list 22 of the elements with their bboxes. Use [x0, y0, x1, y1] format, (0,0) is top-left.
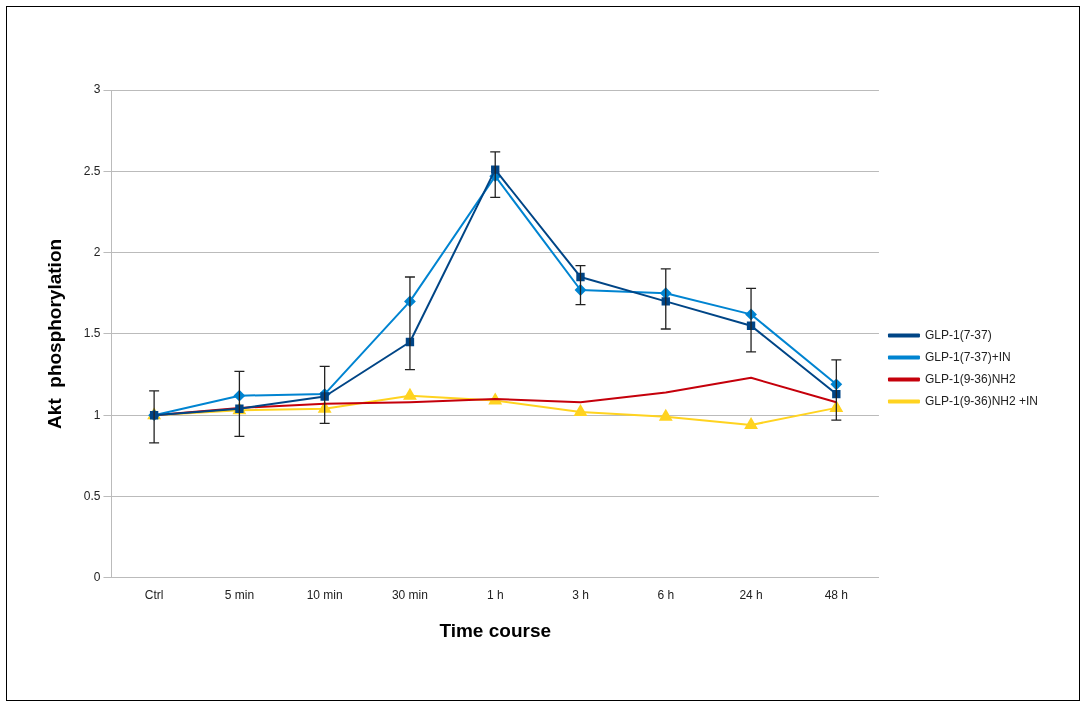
- x-tick-label: 10 min: [306, 588, 343, 603]
- x-tick-label: 48 h: [824, 588, 848, 603]
- y-tick-label: 0: [93, 570, 101, 585]
- x-tick-label: 1 h: [486, 588, 504, 603]
- y-axis-title: Akt phosphorylation: [43, 238, 65, 429]
- x-tick-label: 6 h: [657, 588, 675, 603]
- y-tick-label: 1: [93, 407, 101, 422]
- x-tick-label: 3 h: [572, 588, 589, 603]
- legend-label: GLP-1(9-36)NH2 +IN: [924, 393, 1039, 408]
- y-tick-label: 1.5: [83, 326, 101, 341]
- legend-label: GLP-1(9-36)NH2: [924, 371, 1016, 386]
- y-tick-label: 2.5: [83, 163, 101, 178]
- y-tick-label: 2: [93, 244, 101, 259]
- x-tick-label: 5 min: [224, 588, 255, 603]
- legend-label: GLP-1(7-37)+IN: [924, 349, 1011, 364]
- x-tick-label: 24 h: [739, 588, 763, 603]
- y-tick-label: 0.5: [83, 488, 101, 503]
- legend-label: GLP-1(7-37): [924, 327, 992, 342]
- y-tick-label: 3: [93, 82, 101, 97]
- x-tick-label: Ctrl: [144, 588, 164, 603]
- x-tick-label: 30 min: [391, 588, 428, 603]
- x-axis-title: Time course: [439, 619, 552, 641]
